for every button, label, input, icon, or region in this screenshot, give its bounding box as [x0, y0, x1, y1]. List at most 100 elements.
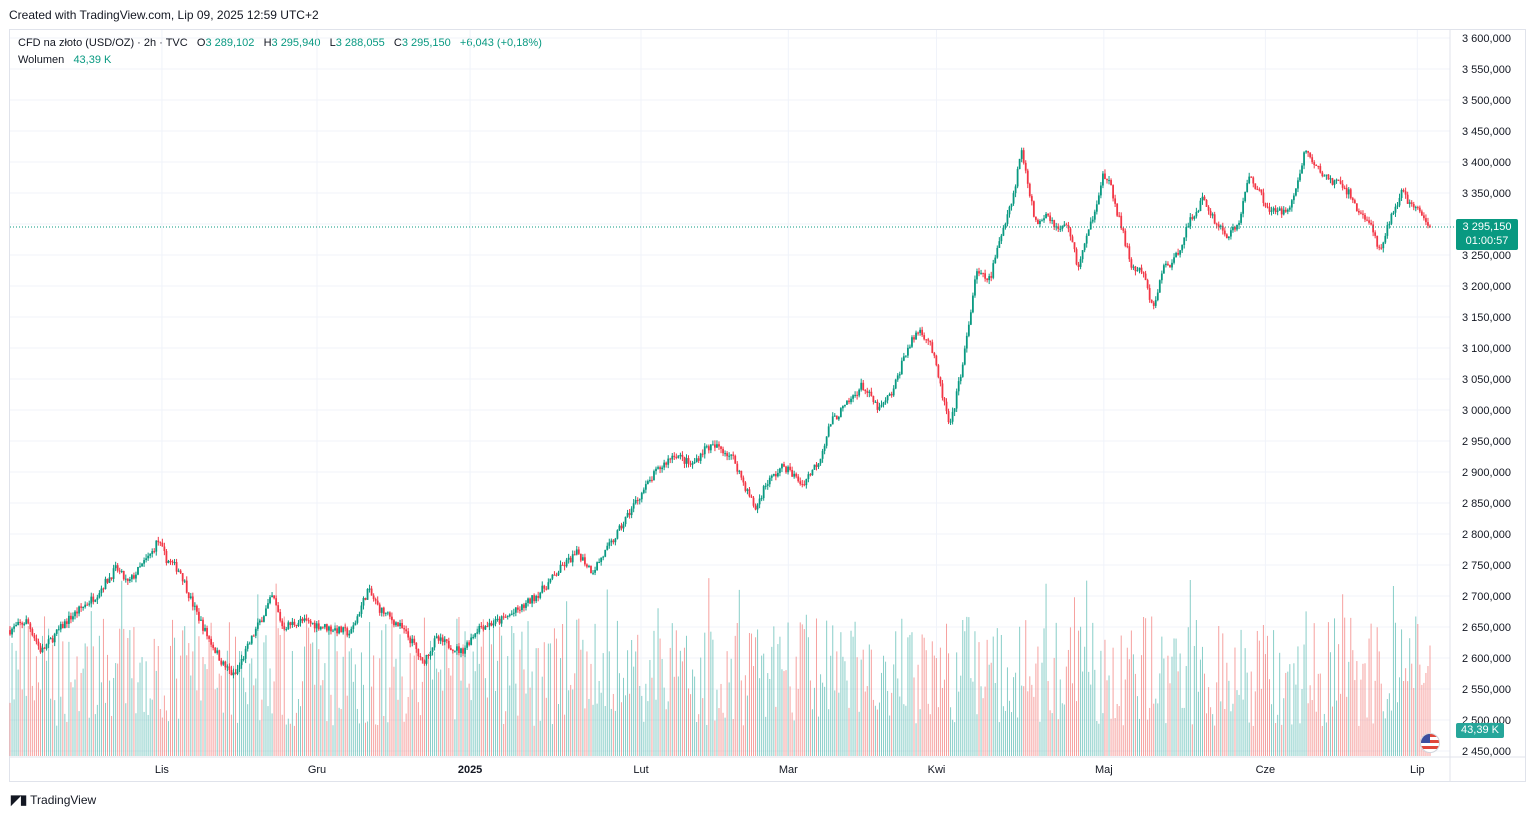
candle-body [273, 595, 275, 599]
candle-body [1357, 210, 1360, 213]
candle-body [488, 622, 491, 627]
candle-body [311, 622, 314, 624]
candle-body [921, 329, 924, 336]
candle-body [1307, 151, 1310, 153]
tradingview-brand[interactable]: ◤▮ TradingView [11, 792, 96, 808]
candle-body [1134, 266, 1137, 272]
legend-volume-value: 43,39 K [73, 54, 112, 66]
candle-body [76, 611, 78, 614]
candle-body [305, 618, 308, 621]
candle-body [699, 453, 702, 461]
candle-body [498, 618, 501, 624]
candle-body [1189, 217, 1192, 227]
candle-body [128, 579, 131, 581]
candle-body [837, 416, 840, 420]
candle-body [137, 566, 139, 575]
candle-body [860, 382, 863, 390]
candle-body [82, 607, 85, 609]
candle-body [543, 585, 546, 589]
candle-body [358, 613, 361, 617]
candle-body [1321, 172, 1324, 177]
candle-body [451, 649, 454, 652]
candle-body [372, 595, 375, 600]
candle-body [204, 627, 206, 631]
candle-body [250, 635, 253, 644]
candle-body [1423, 215, 1425, 219]
candle-body [1388, 223, 1391, 226]
candle-body [868, 391, 871, 393]
candle-body [1268, 207, 1271, 212]
candle-body [458, 646, 460, 654]
candle-body [618, 525, 621, 531]
candle-body [468, 642, 471, 645]
candle-body [787, 466, 789, 473]
candle-body [687, 458, 690, 464]
candle-body [1331, 178, 1334, 185]
candle-body [959, 376, 962, 382]
candle-body [742, 477, 745, 483]
candle-body [1284, 209, 1287, 212]
candle-body [226, 666, 229, 668]
candle-body [831, 416, 834, 425]
last-price-value: 3 295,150 [1462, 221, 1512, 233]
legend-open-label: O [196, 37, 206, 49]
candle-body [939, 377, 942, 384]
candle-body [206, 627, 208, 637]
legend-volume-row[interactable]: Wolumen 43,39 K [18, 52, 542, 69]
candle-body [33, 635, 36, 639]
candle-body [1272, 208, 1275, 211]
candle-body [535, 595, 538, 602]
candle-body [551, 574, 554, 579]
candle-body [1242, 201, 1245, 214]
candle-body [289, 622, 292, 625]
candle-body [92, 596, 95, 602]
candle-body [1055, 226, 1058, 228]
candle-body [750, 496, 753, 498]
legend-close-label: C [393, 37, 402, 49]
candle-body [744, 482, 747, 491]
candle-body [263, 616, 265, 622]
candle-body [963, 348, 966, 365]
candle-body [265, 608, 267, 617]
candle-body [949, 421, 952, 423]
candle-body [563, 565, 566, 567]
candle-body [1427, 222, 1429, 226]
candle-body [1372, 224, 1375, 233]
candle-body [88, 603, 91, 605]
candle-body [559, 564, 562, 573]
us-flag-icon[interactable] [1420, 733, 1440, 753]
candle-body [642, 489, 645, 493]
candle-body [340, 626, 343, 633]
candle-body [604, 549, 607, 557]
candle-body [762, 486, 765, 499]
candle-body [644, 484, 647, 490]
candle-body [1386, 225, 1389, 236]
candle-body [1408, 202, 1411, 204]
candle-body [1368, 220, 1370, 223]
candle-body [366, 589, 369, 600]
candle-body [429, 651, 432, 657]
candle-body [602, 556, 605, 558]
legend-ohlc-row[interactable]: CFD na złoto (USD/OZ) · 2h · TVC O3 289,… [18, 35, 542, 52]
candle-body [27, 619, 30, 624]
candle-body [1110, 180, 1112, 186]
candle-body [96, 597, 99, 600]
candle-body [242, 658, 245, 660]
candle-body [1288, 207, 1291, 210]
candle-body [1144, 273, 1147, 281]
candle-body [663, 462, 666, 468]
candle-body [1303, 152, 1305, 166]
candle-body [303, 618, 306, 621]
candle-body [1317, 165, 1320, 167]
candle-body [159, 542, 162, 544]
candle-body [1085, 235, 1088, 244]
candle-body [116, 565, 119, 571]
candle-body [1406, 194, 1409, 204]
candle-body [482, 626, 485, 630]
candle-body [888, 393, 891, 396]
candle-body [425, 654, 428, 664]
candle-body [624, 516, 627, 525]
candle-body [980, 272, 982, 274]
candle-body [844, 404, 846, 407]
